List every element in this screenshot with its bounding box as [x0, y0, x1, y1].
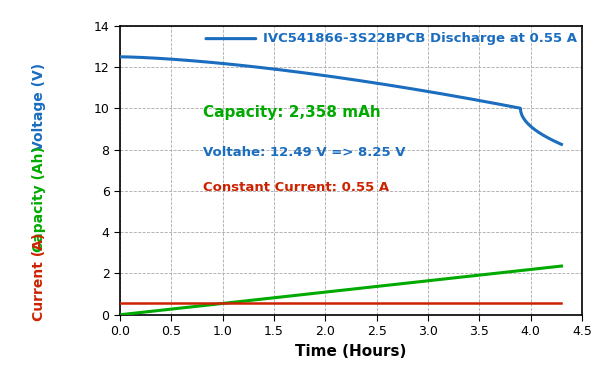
- Text: IVC541866-3S22BPCB Discharge at 0.55 A: IVC541866-3S22BPCB Discharge at 0.55 A: [263, 32, 577, 45]
- Text: Constant Current: 0.55 A: Constant Current: 0.55 A: [203, 181, 389, 194]
- Text: Capacity: 2,358 mAh: Capacity: 2,358 mAh: [203, 105, 381, 120]
- X-axis label: Time (Hours): Time (Hours): [295, 344, 407, 359]
- Text: Voltahe: 12.49 V => 8.25 V: Voltahe: 12.49 V => 8.25 V: [203, 146, 406, 159]
- Text: Voltage (V): Voltage (V): [32, 63, 46, 151]
- Text: Capacity (Ah): Capacity (Ah): [32, 146, 46, 252]
- Text: Current (A): Current (A): [32, 233, 46, 321]
